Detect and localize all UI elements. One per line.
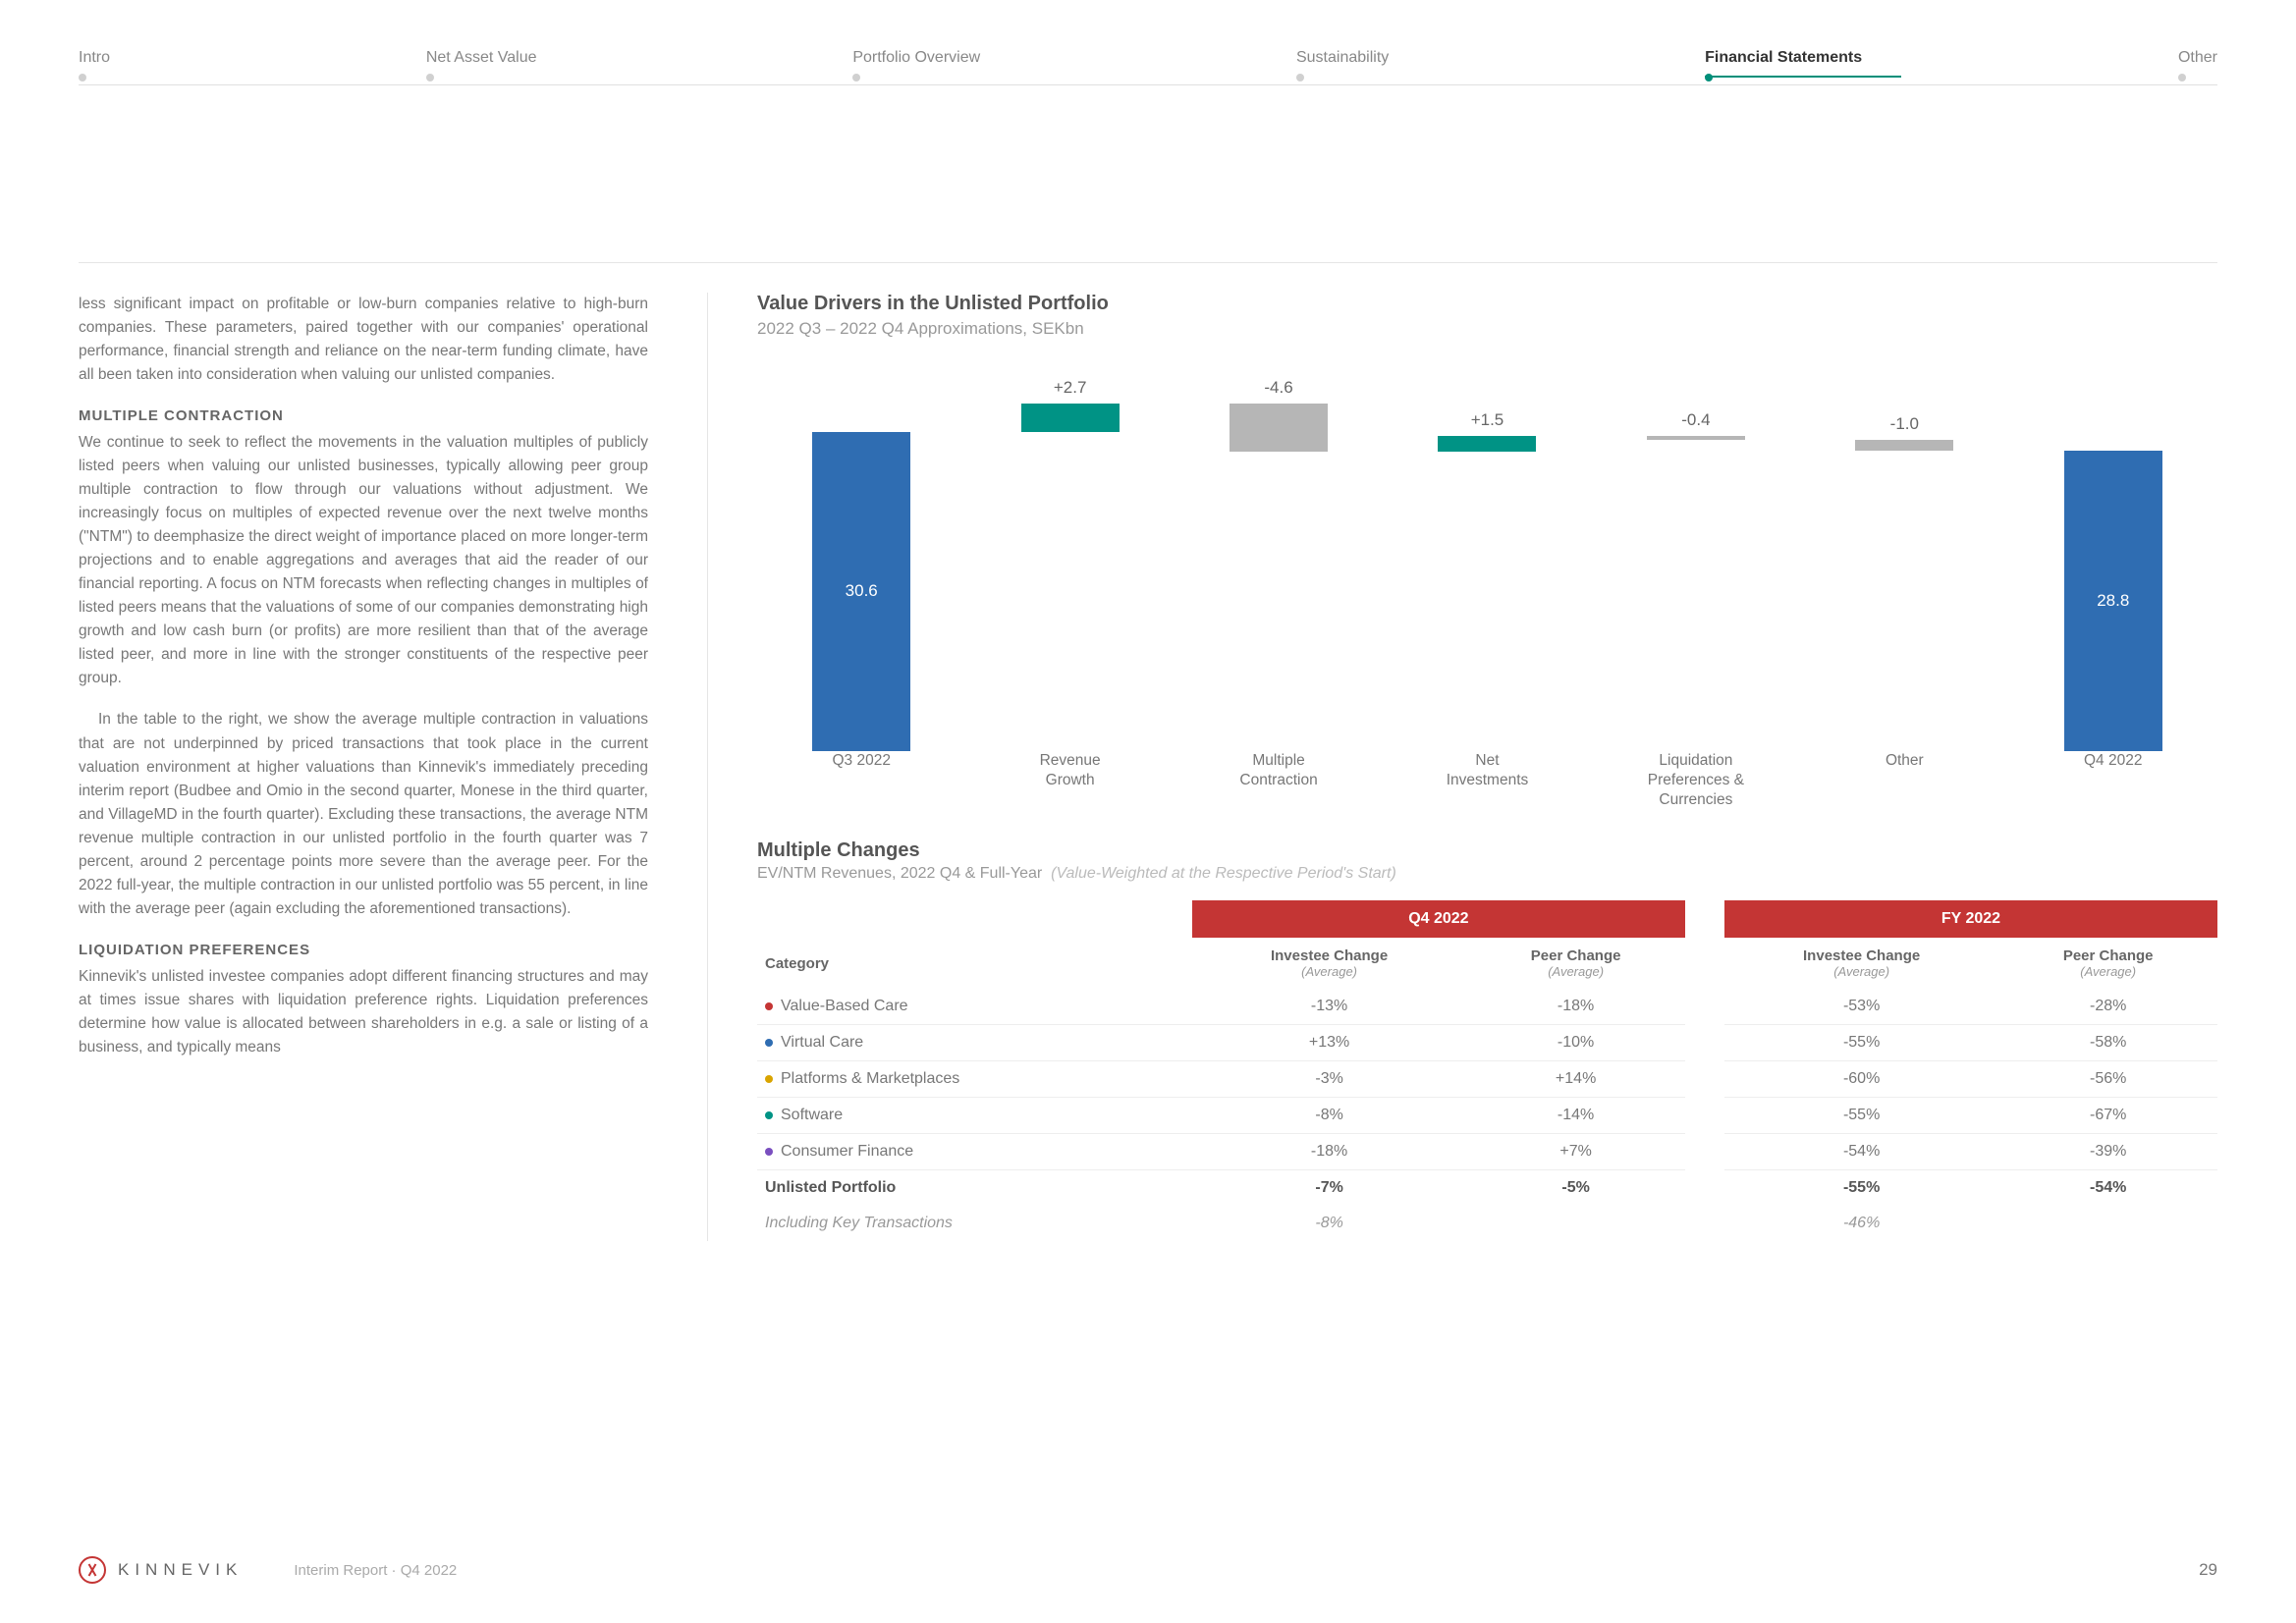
waterfall-x-label: Q4 2022 xyxy=(2009,751,2217,810)
waterfall-bar: +1.5 xyxy=(1383,378,1591,751)
top-nav: Intro Net Asset Value Portfolio Overview… xyxy=(79,49,2217,85)
nav-nav[interactable]: Net Asset Value xyxy=(426,49,537,77)
nav-other[interactable]: Other xyxy=(2178,49,2217,77)
nav-intro[interactable]: Intro xyxy=(79,49,110,77)
waterfall-value-label: +2.7 xyxy=(1054,378,1087,398)
waterfall-x-label: Other xyxy=(1800,751,2008,810)
waterfall-value-label: -4.6 xyxy=(1264,378,1292,398)
page-number: 29 xyxy=(2199,1560,2217,1580)
waterfall-x-labels: Q3 2022RevenueGrowthMultipleContractionN… xyxy=(757,751,2217,810)
waterfall-value-label: -1.0 xyxy=(1890,414,1919,434)
waterfall-bar: 28.8 xyxy=(2009,378,2217,751)
brand-logo: KINNEVIK Interim Report · Q4 2022 xyxy=(79,1556,457,1584)
logo-icon xyxy=(79,1556,106,1584)
waterfall-value-label: -0.4 xyxy=(1681,410,1710,430)
nav-financial[interactable]: Financial Statements xyxy=(1705,49,1862,77)
table-row: Value-Based Care -13%-18%-53%-28% xyxy=(757,989,2217,1025)
period-fy: FY 2022 xyxy=(1724,900,2217,938)
nav-sustainability[interactable]: Sustainability xyxy=(1296,49,1389,77)
heading-liquidation: LIQUIDATION PREFERENCES xyxy=(79,939,648,961)
waterfall-bar: +2.7 xyxy=(965,378,1174,751)
waterfall-x-label: LiquidationPreferences &Currencies xyxy=(1592,751,1800,810)
intro-paragraph: less significant impact on profitable or… xyxy=(79,293,648,387)
waterfall-chart: 30.6 +2.7 -4.6 +1.5 -0.4 -1.0 28.8 xyxy=(757,378,2217,751)
chart-title: Value Drivers in the Unlisted Portfolio xyxy=(757,293,2217,315)
table-title: Multiple Changes xyxy=(757,839,2217,862)
multiple-changes-table: Q4 2022 FY 2022 Category Investee Change… xyxy=(757,900,2217,1241)
table-row: Virtual Care +13%-10%-55%-58% xyxy=(757,1025,2217,1061)
waterfall-x-label: MultipleContraction xyxy=(1175,751,1383,810)
table-row: Platforms & Marketplaces -3%+14%-60%-56% xyxy=(757,1061,2217,1098)
waterfall-x-label: NetInvestments xyxy=(1383,751,1591,810)
table-row-including: Including Key Transactions -8% -46% xyxy=(757,1206,2217,1241)
table-row: Consumer Finance -18%+7%-54%-39% xyxy=(757,1134,2217,1170)
col-q4-peer: Peer Change(Average) xyxy=(1466,938,1685,989)
waterfall-x-label: Q3 2022 xyxy=(757,751,965,810)
nav-portfolio[interactable]: Portfolio Overview xyxy=(852,49,980,77)
waterfall-value-label: +1.5 xyxy=(1471,410,1504,430)
table-row-total: Unlisted Portfolio -7%-5% -55%-54% xyxy=(757,1170,2217,1207)
brand-name: KINNEVIK xyxy=(118,1560,243,1580)
waterfall-bar: 30.6 xyxy=(757,378,965,751)
waterfall-x-label: RevenueGrowth xyxy=(965,751,1174,810)
col-category: Category xyxy=(757,938,1192,989)
footer-report-label: Interim Report · Q4 2022 xyxy=(294,1562,457,1579)
paragraph-1a: We continue to seek to reflect the movem… xyxy=(79,431,648,690)
body-text-column: less significant impact on profitable or… xyxy=(79,293,648,1241)
table-subtitle: EV/NTM Revenues, 2022 Q4 & Full-Year (Va… xyxy=(757,865,2217,883)
col-q4-investee: Investee Change(Average) xyxy=(1192,938,1466,989)
waterfall-bar: -0.4 xyxy=(1592,378,1800,751)
table-row: Software -8%-14%-55%-67% xyxy=(757,1098,2217,1134)
period-q4: Q4 2022 xyxy=(1192,900,1685,938)
col-fy-investee: Investee Change(Average) xyxy=(1724,938,1998,989)
col-fy-peer: Peer Change(Average) xyxy=(1998,938,2217,989)
paragraph-1b: In the table to the right, we show the a… xyxy=(79,708,648,920)
page-footer: KINNEVIK Interim Report · Q4 2022 29 xyxy=(79,1556,2217,1584)
waterfall-bar: -1.0 xyxy=(1800,378,2008,751)
waterfall-bar: -4.6 xyxy=(1175,378,1383,751)
heading-multiple-contraction: MULTIPLE CONTRACTION xyxy=(79,405,648,427)
paragraph-2: Kinnevik's unlisted investee companies a… xyxy=(79,965,648,1059)
chart-subtitle: 2022 Q3 – 2022 Q4 Approximations, SEKbn xyxy=(757,319,2217,339)
